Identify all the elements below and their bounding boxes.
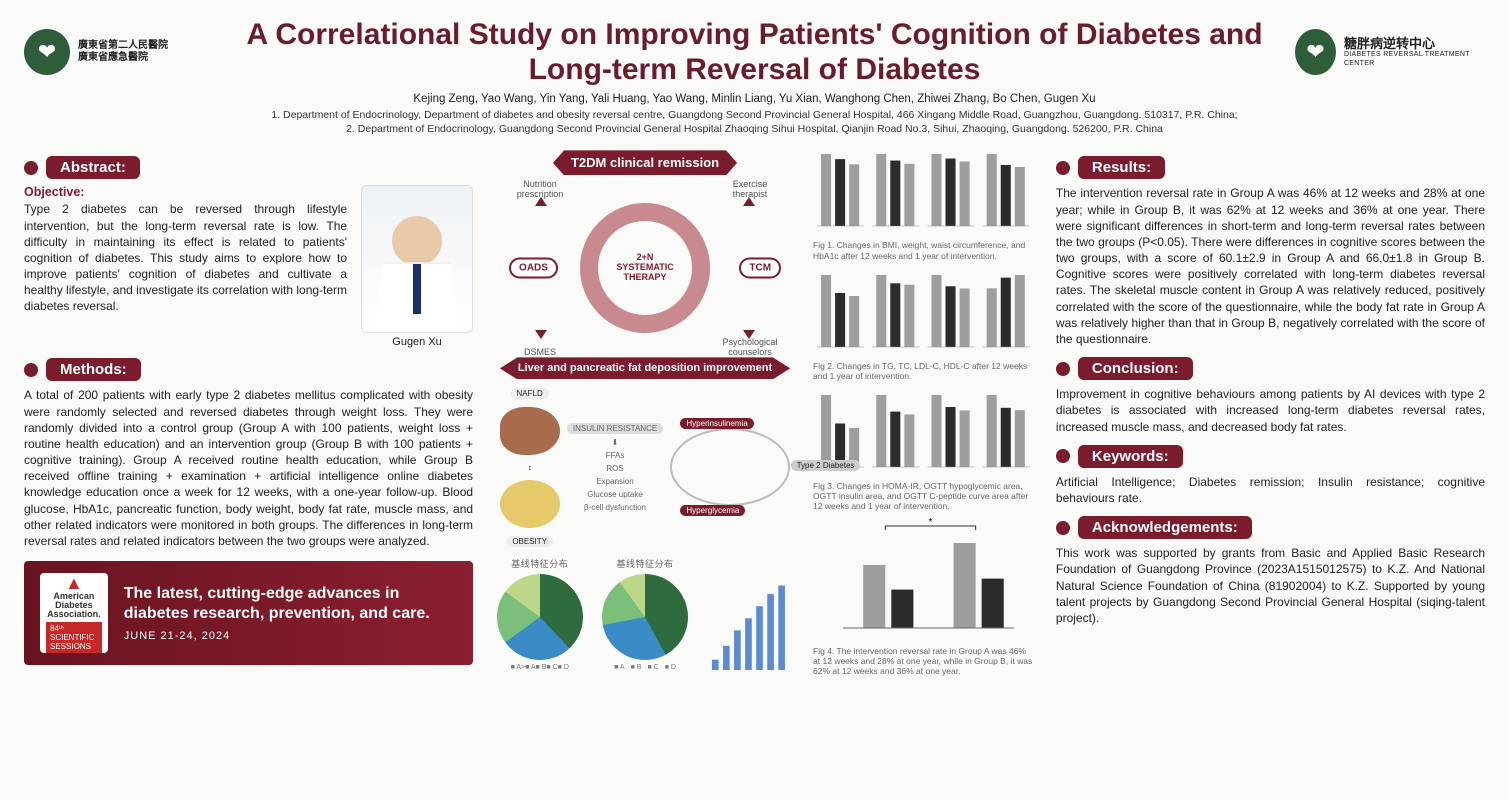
bullet-icon <box>1056 161 1070 175</box>
liver-icon <box>500 407 560 455</box>
ack-text: This work was supported by grants from B… <box>1056 545 1485 626</box>
bullet-icon <box>1056 449 1070 463</box>
fig1-caption: Fig 1. Changes in BMI, weight, waist cir… <box>813 240 1034 260</box>
fig2-caption: Fig 2. Changes in TG, TC, LDL-C, HDL-C a… <box>813 361 1034 381</box>
keywords-text: Artificial Intelligence; Diabetes remiss… <box>1056 474 1485 506</box>
methods-text: A total of 200 patients with early type … <box>24 387 473 549</box>
fig4-chart: * <box>813 518 1034 638</box>
right-column: Results: The intervention reversal rate … <box>1056 146 1485 676</box>
conclusion-header: Conclusion: <box>1056 357 1485 380</box>
ada-badge: ▲ AmericanDiabetesAssociation. 84ᵗʰ SCIE… <box>40 573 108 653</box>
ribbon-bottom: Liver and pancreatic fat deposition impr… <box>500 357 790 379</box>
ribbon-top: T2DM clinical remission <box>553 150 737 175</box>
corner-bl: DSMES <box>505 347 575 357</box>
conclusion-text: Improvement in cognitive behaviours amon… <box>1056 386 1485 435</box>
results-text: The intervention reversal rate in Group … <box>1056 185 1485 347</box>
mid-right-figures: Fig 1. Changes in BMI, weight, waist cir… <box>813 146 1034 676</box>
keywords-pill: Keywords: <box>1078 445 1183 468</box>
blue-bar-chart <box>706 557 795 675</box>
bullet-icon <box>24 363 38 377</box>
methods-pill: Methods: <box>46 358 141 381</box>
affiliation-2: 2. Department of Endocrinology, Guangdon… <box>234 122 1275 136</box>
fat-deposition-diagram: NAFLD ↕ OBESITY INSULIN RESISTANCE ⬇ FFA… <box>495 387 795 547</box>
affiliation-1: 1. Department of Endocrinology, Departme… <box>234 108 1275 122</box>
pie-row: 基线特征分布 A>ABCD 基线特征分布 ABCD <box>495 557 795 675</box>
svg-text:*: * <box>929 518 933 528</box>
mid-left: T2DM clinical remission 2+NSYSTEMATICTHE… <box>495 146 795 676</box>
conclusion-pill: Conclusion: <box>1078 357 1193 380</box>
fig4-caption: Fig 4. The intervention reversal rate in… <box>813 646 1034 677</box>
t2dm-ring-diagram: 2+NSYSTEMATICTHERAPY OADS TCM Nutrition … <box>515 183 775 353</box>
poster-body: Abstract: Objective: Type 2 diabetes can… <box>24 146 1485 676</box>
pie-2: 基线特征分布 ABCD <box>600 557 689 675</box>
corner-tr: Exercise therapist <box>715 179 785 199</box>
ada-banner: ▲ AmericanDiabetesAssociation. 84ᵗʰ SCIE… <box>24 561 473 665</box>
methods-header: Methods: <box>24 358 473 381</box>
authors: Kejing Zeng, Yao Wang, Yin Yang, Yali Hu… <box>234 93 1275 105</box>
ring-right-label: TCM <box>739 258 781 279</box>
logo-left-text: 廣東省第二人民醫院 廣東省應急醫院 <box>78 40 168 64</box>
abstract-body: Objective: Type 2 diabetes can be revers… <box>24 185 473 348</box>
abstract-header: Abstract: <box>24 156 473 179</box>
bullet-icon <box>1056 521 1070 535</box>
obesity-tag: OBESITY <box>506 536 553 547</box>
keywords-header: Keywords: <box>1056 445 1485 468</box>
corner-br: Psychological counselors <box>715 337 785 357</box>
center-logo-icon: ❤ <box>1295 29 1336 75</box>
ack-pill: Acknowledgements: <box>1078 516 1252 539</box>
ada-sessions: 84ᵗʰ SCIENTIFIC SESSIONS <box>46 622 102 653</box>
middle-column: T2DM clinical remission 2+NSYSTEMATICTHE… <box>495 146 1034 676</box>
poster-header: ❤ 廣東省第二人民醫院 廣東省應急醫院 A Correlational Stud… <box>24 18 1485 136</box>
vicious-cycle-icon <box>670 428 790 506</box>
bullet-icon <box>24 161 38 175</box>
objective-text: Type 2 diabetes can be reversed through … <box>24 201 347 314</box>
ring-center-label: 2+NSYSTEMATICTHERAPY <box>616 254 673 284</box>
fig1-chart <box>813 146 1034 232</box>
portrait-name: Gugen Xu <box>361 336 473 348</box>
logo-right-text: 糖胖病逆转中心 DIABETES REVERSAL TREATMENT CENT… <box>1344 36 1485 68</box>
objective-label: Objective: <box>24 185 347 199</box>
title-block: A Correlational Study on Improving Patie… <box>234 18 1275 136</box>
ada-dates: JUNE 21-24, 2024 <box>124 630 457 642</box>
logo-left: ❤ 廣東省第二人民醫院 廣東省應急醫院 <box>24 18 214 86</box>
portrait-image <box>361 185 473 333</box>
bullet-icon <box>1056 362 1070 376</box>
results-header: Results: <box>1056 156 1485 179</box>
ada-tagline: The latest, cutting-edge advances in dia… <box>124 584 457 624</box>
hospital-logo-icon: ❤ <box>24 29 70 75</box>
corner-tl: Nutrition prescription <box>505 179 575 199</box>
fig3-caption: Fig 3. Changes in HOMA-IR, OGTT hypoglyc… <box>813 481 1034 512</box>
logo-right: ❤ 糖胖病逆转中心 DIABETES REVERSAL TREATMENT CE… <box>1295 18 1485 86</box>
pie-1: 基线特征分布 A>ABCD <box>495 557 584 675</box>
nafld-tag: NAFLD <box>511 388 549 399</box>
ada-triangle-icon: ▲ <box>65 574 83 592</box>
fat-icon <box>500 480 560 528</box>
left-column: Abstract: Objective: Type 2 diabetes can… <box>24 146 473 676</box>
abstract-pill: Abstract: <box>46 156 140 179</box>
results-pill: Results: <box>1078 156 1165 179</box>
ack-header: Acknowledgements: <box>1056 516 1485 539</box>
ada-text: The latest, cutting-edge advances in dia… <box>124 584 457 642</box>
fig2-chart <box>813 267 1034 353</box>
ring-left-label: OADS <box>509 258 558 279</box>
author-portrait: Gugen Xu <box>361 185 473 348</box>
poster-title: A Correlational Study on Improving Patie… <box>234 18 1275 87</box>
